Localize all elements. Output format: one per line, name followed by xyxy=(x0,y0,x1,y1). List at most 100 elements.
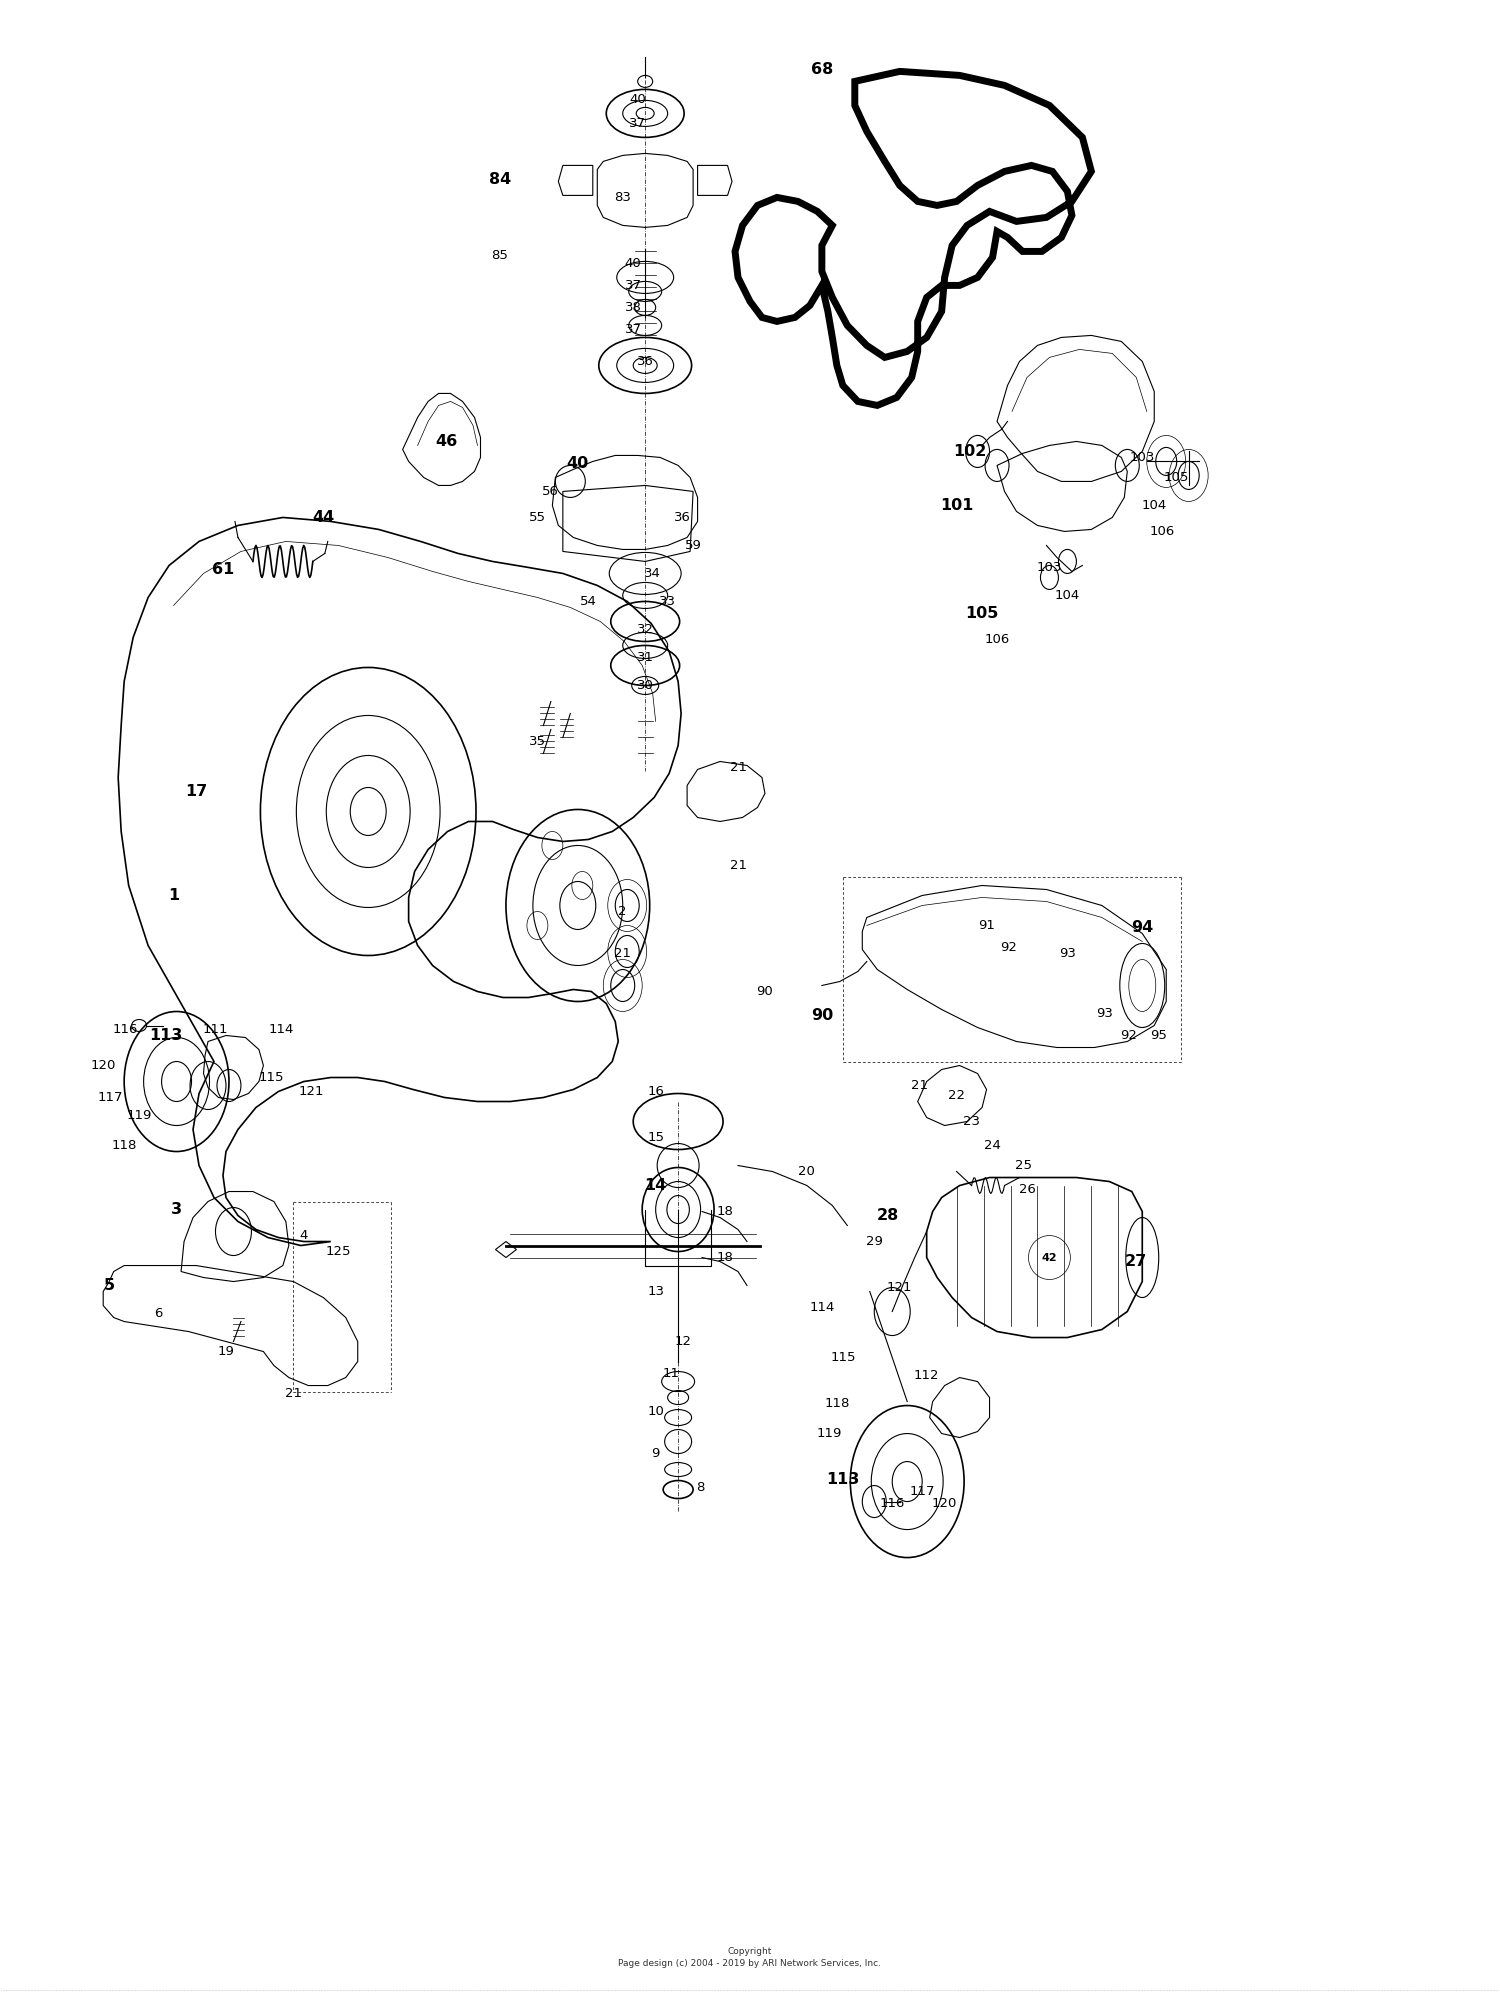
Text: 14: 14 xyxy=(645,1178,668,1194)
Text: 5: 5 xyxy=(104,1278,116,1294)
Text: 1: 1 xyxy=(168,887,178,903)
Text: 95: 95 xyxy=(1150,1030,1167,1042)
Text: 85: 85 xyxy=(492,248,508,262)
Text: 40: 40 xyxy=(630,92,646,106)
Text: 44: 44 xyxy=(312,511,334,525)
Text: 20: 20 xyxy=(798,1166,816,1178)
Text: 61: 61 xyxy=(211,563,234,577)
Text: 32: 32 xyxy=(636,623,654,637)
Text: 118: 118 xyxy=(824,1396,849,1410)
Text: 3: 3 xyxy=(171,1202,182,1218)
Text: 21: 21 xyxy=(729,761,747,773)
Text: 93: 93 xyxy=(1059,947,1076,959)
Text: 90: 90 xyxy=(810,1008,832,1024)
Text: 4: 4 xyxy=(300,1230,307,1242)
Text: 35: 35 xyxy=(530,735,546,747)
Text: 102: 102 xyxy=(954,445,987,459)
Text: 8: 8 xyxy=(696,1480,705,1494)
Text: 121: 121 xyxy=(886,1282,912,1294)
Text: 38: 38 xyxy=(626,300,642,314)
Text: 36: 36 xyxy=(674,511,692,525)
Text: 29: 29 xyxy=(865,1236,882,1248)
Text: 83: 83 xyxy=(615,190,632,204)
Text: 116: 116 xyxy=(112,1024,138,1036)
Text: 113: 113 xyxy=(827,1472,860,1486)
Text: 17: 17 xyxy=(184,783,207,799)
Text: 114: 114 xyxy=(808,1302,834,1314)
Text: 21: 21 xyxy=(614,947,632,959)
Text: 36: 36 xyxy=(638,355,654,369)
Text: 91: 91 xyxy=(978,919,994,931)
Text: 120: 120 xyxy=(90,1060,116,1072)
Text: 105: 105 xyxy=(966,607,999,621)
Text: 28: 28 xyxy=(876,1208,898,1224)
Text: 92: 92 xyxy=(1120,1030,1137,1042)
Text: 90: 90 xyxy=(756,985,774,997)
Text: 92: 92 xyxy=(1000,941,1017,953)
Text: 120: 120 xyxy=(932,1496,957,1510)
Text: 19: 19 xyxy=(217,1346,234,1358)
Text: 12: 12 xyxy=(674,1336,692,1348)
Text: 94: 94 xyxy=(1131,919,1154,935)
Text: 30: 30 xyxy=(638,679,654,691)
Text: 11: 11 xyxy=(662,1366,680,1380)
Text: 117: 117 xyxy=(909,1484,934,1498)
Text: 112: 112 xyxy=(914,1368,939,1382)
Text: 46: 46 xyxy=(435,435,457,449)
Text: 6: 6 xyxy=(154,1308,164,1320)
Text: 106: 106 xyxy=(1149,525,1174,539)
Text: 103: 103 xyxy=(1036,561,1062,575)
Text: 37: 37 xyxy=(624,322,642,337)
Text: 37: 37 xyxy=(624,278,642,292)
Text: 37: 37 xyxy=(628,116,646,130)
Text: 114: 114 xyxy=(268,1024,294,1036)
Text: 18: 18 xyxy=(716,1252,734,1264)
Text: 105: 105 xyxy=(1164,471,1190,485)
Text: 118: 118 xyxy=(111,1140,136,1152)
Text: 59: 59 xyxy=(684,539,702,553)
Text: 115: 115 xyxy=(830,1352,855,1364)
Text: 119: 119 xyxy=(126,1110,152,1122)
Text: 31: 31 xyxy=(636,651,654,663)
Text: 40: 40 xyxy=(567,457,590,471)
Text: Copyright
Page design (c) 2004 - 2019 by ARI Network Services, Inc.: Copyright Page design (c) 2004 - 2019 by… xyxy=(618,1947,882,1969)
Text: 27: 27 xyxy=(1125,1254,1148,1270)
Text: 24: 24 xyxy=(984,1140,1000,1152)
Text: 103: 103 xyxy=(1130,451,1155,465)
Text: 119: 119 xyxy=(816,1426,842,1440)
Text: 115: 115 xyxy=(258,1072,284,1084)
Text: 26: 26 xyxy=(1019,1184,1035,1196)
Text: 25: 25 xyxy=(1016,1160,1032,1172)
Text: 18: 18 xyxy=(716,1206,734,1218)
Text: 33: 33 xyxy=(658,595,676,609)
Text: 2: 2 xyxy=(618,905,627,917)
Text: 121: 121 xyxy=(298,1086,324,1098)
Text: 21: 21 xyxy=(729,859,747,871)
Polygon shape xyxy=(495,1242,516,1258)
Text: 68: 68 xyxy=(810,62,832,76)
Text: 54: 54 xyxy=(580,595,597,609)
Text: 21: 21 xyxy=(285,1386,302,1400)
Text: 9: 9 xyxy=(651,1446,660,1460)
Text: 125: 125 xyxy=(326,1246,351,1258)
Text: 15: 15 xyxy=(646,1132,664,1144)
Text: 21: 21 xyxy=(910,1080,927,1092)
Text: 42: 42 xyxy=(1041,1252,1058,1262)
Text: 23: 23 xyxy=(963,1116,980,1128)
Text: 93: 93 xyxy=(1096,1008,1113,1020)
Text: 22: 22 xyxy=(948,1090,964,1102)
Text: 40: 40 xyxy=(626,256,642,270)
Text: 117: 117 xyxy=(98,1092,123,1104)
Text: 10: 10 xyxy=(646,1404,664,1418)
Text: 106: 106 xyxy=(984,633,1010,645)
Text: 56: 56 xyxy=(543,485,560,499)
Text: 16: 16 xyxy=(646,1086,664,1098)
Text: 104: 104 xyxy=(1142,499,1167,513)
Text: 116: 116 xyxy=(879,1496,904,1510)
Text: 84: 84 xyxy=(489,172,512,186)
Text: 55: 55 xyxy=(530,511,546,525)
Text: 13: 13 xyxy=(646,1286,664,1298)
Text: 111: 111 xyxy=(202,1024,228,1036)
Text: 104: 104 xyxy=(1054,589,1080,603)
Text: 113: 113 xyxy=(150,1028,183,1044)
